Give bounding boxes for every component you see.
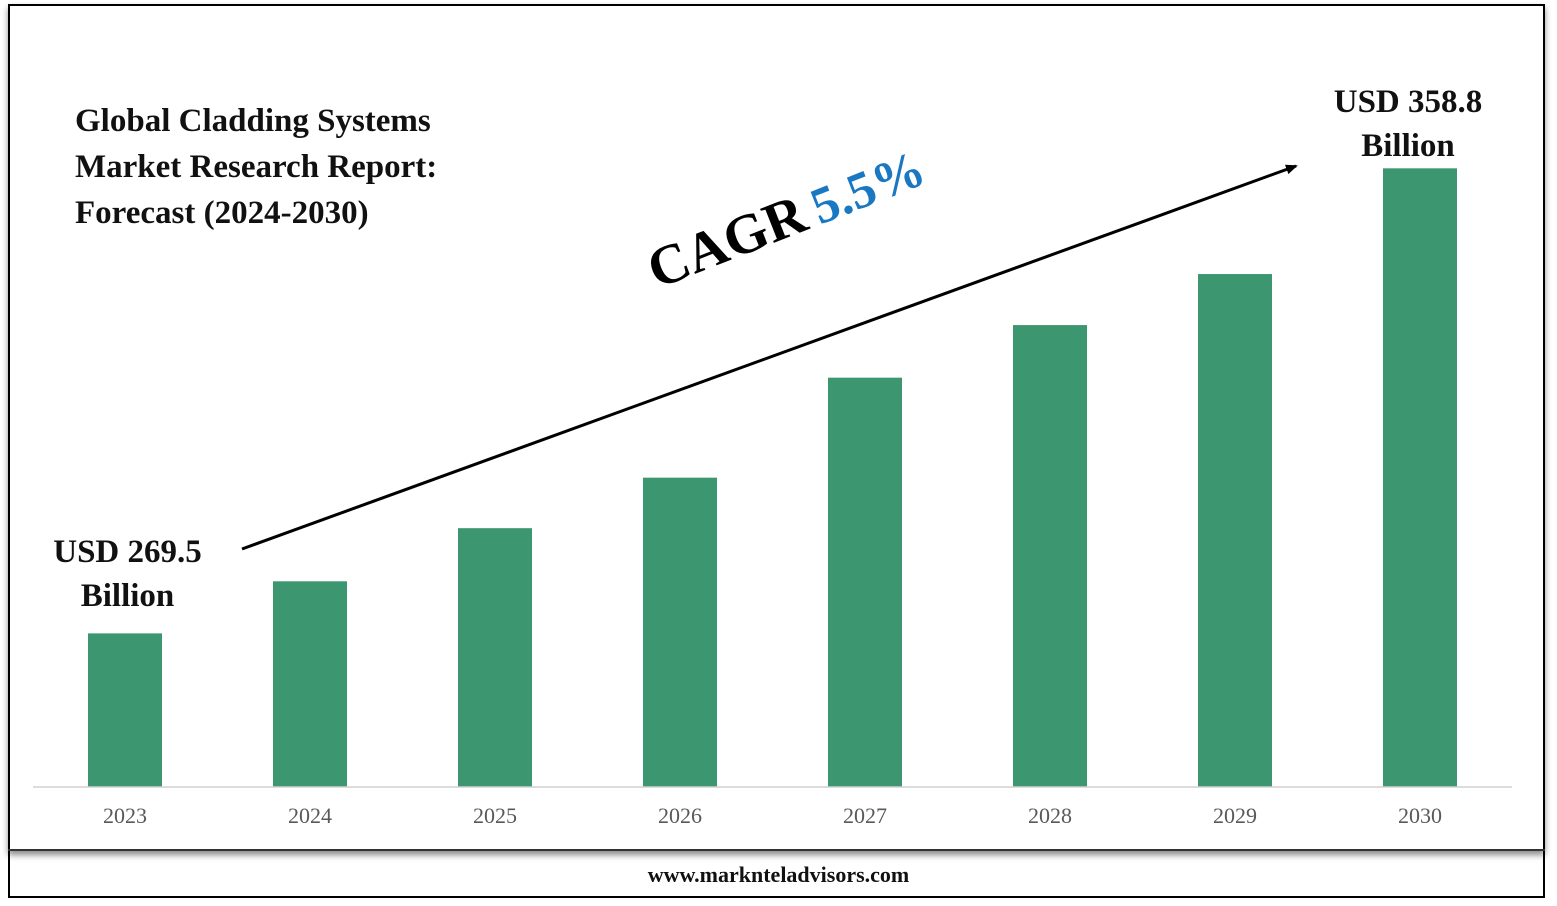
footer-website: www.marknteladvisors.com [647,862,910,887]
bar-2023 [88,633,162,787]
end-value-label: USD 358.8 Billion [1333,84,1483,164]
x-tick-label: 2024 [288,803,332,828]
x-tick-label: 2027 [843,803,887,828]
bar-2029 [1198,274,1272,787]
cagr-arrow [241,164,1298,551]
x-tick-label: 2029 [1213,803,1257,828]
bar-2024 [273,581,347,787]
bar-2030 [1383,168,1457,787]
bar-2028 [1013,325,1087,787]
x-tick-label: 2023 [103,803,147,828]
chart-title: Global Cladding Systems Market Research … [75,103,438,231]
x-tick-label: 2025 [473,803,517,828]
bar-2025 [458,528,532,787]
x-tick-label: 2030 [1398,803,1442,828]
bar-2026 [643,477,717,787]
chart-frame [8,4,1545,898]
chart-panel [8,4,1545,851]
start-value-label: USD 269.5 Billion [53,534,202,614]
x-tick-label: 2026 [658,803,702,828]
x-tick-label: 2028 [1028,803,1072,828]
bar-2027 [828,377,902,787]
